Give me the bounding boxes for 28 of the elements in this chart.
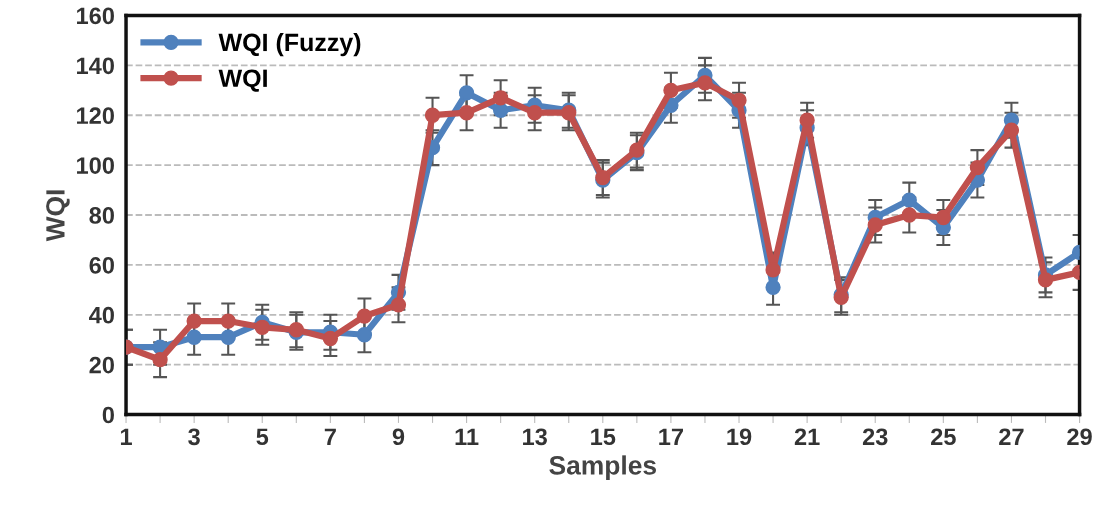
y-tick-label: 160: [77, 7, 114, 25]
x-tick-label: 7: [324, 428, 336, 445]
x-tick-label: 17: [659, 428, 683, 445]
y-tick-label: 60: [89, 256, 114, 274]
legend-label: WQI: [218, 69, 267, 92]
y-tick-label: 120: [77, 107, 114, 125]
x-tick-label: 11: [455, 428, 479, 445]
y-axis-title: WQI: [46, 190, 70, 242]
x-tick-label: 23: [862, 428, 888, 446]
y-tick-label: 40: [89, 306, 114, 324]
x-tick-label: 19: [727, 428, 752, 446]
x-tick-label: 15: [591, 428, 616, 446]
x-tick-label: 5: [256, 428, 269, 446]
x-tick-label: 3: [188, 428, 200, 446]
x-tick-label: 29: [1067, 428, 1092, 446]
x-axis-title: Samples: [549, 455, 656, 480]
y-tick-label: 100: [77, 157, 114, 174]
y-tick-label: 20: [89, 356, 114, 374]
x-tick-label: 13: [523, 428, 547, 446]
x-tick-label: 25: [931, 428, 956, 446]
x-tick-label: 1: [120, 428, 132, 445]
x-tick-label: 27: [999, 428, 1024, 445]
x-tick-label: 21: [794, 428, 820, 445]
legend-label: WQI (Fuzzy): [218, 32, 361, 57]
y-tick-label: 140: [77, 57, 114, 75]
y-tick-label: 80: [89, 207, 114, 224]
y-tick-label: 0: [102, 406, 114, 424]
x-tick-label: 9: [392, 428, 405, 446]
